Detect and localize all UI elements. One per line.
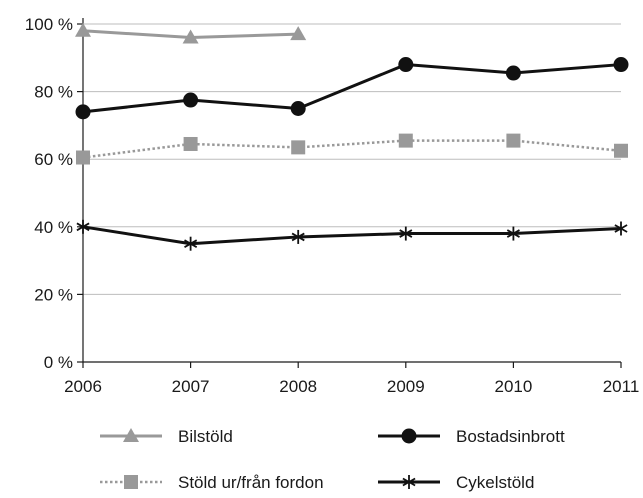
data-point-stold-ur-fran-fordon-2009 [398,133,413,148]
legend-item-cykelstold: Cykelstöld [378,473,534,492]
y-tick-label: 0 % [44,353,73,372]
data-point-bostadsinbrott-2008 [290,101,306,116]
legend-label: Bostadsinbrott [456,427,565,446]
y-tick-label: 20 % [34,285,73,304]
series-line-stold-ur-fran-fordon [82,139,622,159]
data-point-stold-ur-fran-fordon-2011 [614,143,628,158]
x-tick-label: 2009 [387,377,425,396]
legend-item-bilstold: Bilstöld [100,427,233,446]
y-tick-label: 60 % [34,150,73,169]
data-point-bostadsinbrott-2011 [613,57,629,73]
legend-marker-bilstold [123,428,139,442]
data-point-bilstold-2008 [290,26,307,41]
series-line-cykelstold [82,225,622,246]
data-point-bostadsinbrott-2010 [505,65,521,81]
data-point-cykelstold-2007 [184,236,198,251]
legend-marker-stold-ur-fran-fordon [124,475,138,489]
data-point-cykelstold-2006 [76,219,90,234]
data-point-cykelstold-2011 [614,221,628,236]
y-tick-label: 80 % [34,83,73,102]
data-point-bostadsinbrott-2009 [398,57,414,73]
legend-item-bostadsinbrott: Bostadsinbrott [378,427,565,446]
legend-item-stold-ur-fran-fordon: Stöld ur/från fordon [100,473,324,492]
legend-marker-bostadsinbrott [401,428,417,444]
data-point-cykelstold-2008 [291,229,305,244]
data-point-bostadsinbrott-2007 [183,92,199,108]
y-axis: 0 % 20 % 40 % 60 % 80 % 100 % [25,15,84,372]
x-tick-label: 2008 [279,377,317,396]
y-tick-label: 100 % [25,15,73,34]
data-point-bilstold-2007 [182,29,199,44]
legend: Bilstöld Bostadsinbrott Stöld ur/från ford… [100,427,565,492]
series-layer [75,22,629,251]
x-axis: 2006 2007 2008 2009 2010 2011 [64,361,640,396]
x-tick-label: 2010 [494,377,532,396]
data-point-bostadsinbrott-2006 [75,104,91,120]
gridlines [83,23,621,295]
x-tick-label: 2011 [603,377,640,396]
x-tick-label: 2007 [172,377,210,396]
data-point-cykelstold-2009 [399,226,413,241]
data-point-stold-ur-fran-fordon-2007 [183,136,198,151]
data-point-cykelstold-2010 [506,226,520,241]
data-point-bilstold-2006 [75,22,91,37]
series-line-bostadsinbrott [82,63,622,114]
data-point-stold-ur-fran-fordon-2006 [76,150,90,165]
data-point-stold-ur-fran-fordon-2010 [506,133,521,148]
data-point-stold-ur-fran-fordon-2008 [291,140,306,155]
x-tick-label: 2006 [64,377,102,396]
legend-label: Cykelstöld [456,473,534,492]
legend-label: Bilstöld [178,427,233,446]
legend-label: Stöld ur/från fordon [178,473,324,492]
legend-marker-cykelstold [402,475,416,489]
y-tick-label: 40 % [34,218,73,237]
